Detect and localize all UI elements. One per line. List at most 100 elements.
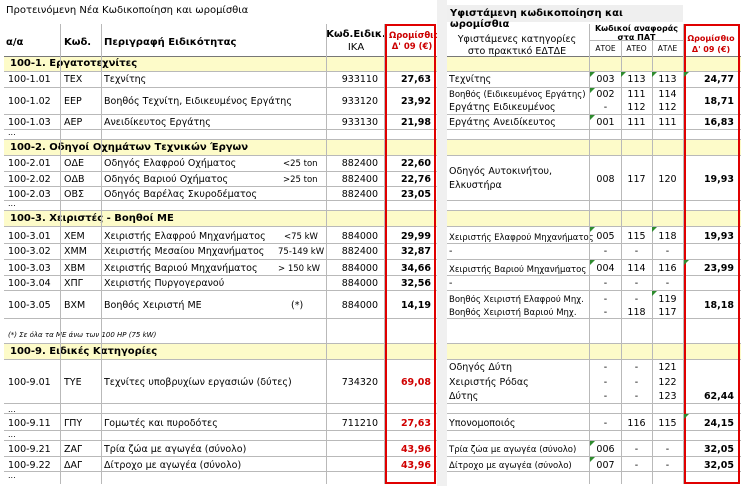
old-atoe: - <box>603 377 608 388</box>
header-aa: α/α <box>6 37 24 48</box>
right-band <box>447 57 741 71</box>
row-wage: 14,19 <box>400 300 431 311</box>
old-ateo: 112 <box>627 102 646 113</box>
comment-flag-icon <box>684 72 689 77</box>
old-category: Τρία ζώα με αγωγέα (σύνολο) <box>449 445 577 455</box>
old-wage: 18,18 <box>703 300 734 311</box>
row-wage: 22,60 <box>400 158 431 169</box>
old-atoe: - <box>603 246 608 257</box>
row-ika: 711210 <box>341 418 378 429</box>
old-wage: 16,83 <box>703 117 734 128</box>
header-description: Περιγραφή Ειδικότητας <box>104 37 237 48</box>
row-ika: 882400 <box>341 158 378 169</box>
comment-flag-icon <box>590 115 595 120</box>
row-code: ΧΕΜ <box>64 231 85 242</box>
row-desc: Χειριστής Ελαφρού Μηχανήματος <box>104 231 266 242</box>
row-aa: 100-2.01 <box>8 158 51 169</box>
old-ateo: 116 <box>627 418 646 429</box>
table-separator <box>437 0 447 486</box>
row-desc: Δίτροχο με αγωγέα (σύνολο) <box>104 460 242 471</box>
row-aa: 100-1.01 <box>8 74 51 85</box>
row-code: ΔΑΓ <box>64 460 83 471</box>
comment-flag-icon <box>621 72 626 77</box>
wage-column-highlight <box>385 24 436 484</box>
old-category: Εργάτης Ειδικευμένος <box>449 102 556 113</box>
old-atle: 111 <box>658 117 677 128</box>
row-desc: Τεχνίτες υποβρυχίων εργασιών (δύτες) <box>104 377 292 388</box>
row-aa: 100-9.22 <box>8 460 51 471</box>
header-wage-line2: Δ' 09 (€) <box>391 42 433 52</box>
header-ika-line2: ΙΚΑ <box>347 42 365 53</box>
row-aa: 100-1.02 <box>8 96 51 107</box>
old-atle: 121 <box>658 362 677 373</box>
old-wage: 23,99 <box>703 263 734 274</box>
old-category: - <box>449 246 453 257</box>
old-atle: - <box>665 444 670 455</box>
old-ateo: 117 <box>627 174 646 185</box>
old-atle: 113 <box>658 74 677 85</box>
row-aa: 100-9.21 <box>8 444 51 455</box>
old-atoe: 001 <box>596 117 615 128</box>
row-ika: 933130 <box>341 117 378 128</box>
row-desc: Βοηθός Τεχνίτη, Ειδικευμένος Εργάτης <box>104 96 292 107</box>
row-ika: 933120 <box>341 96 378 107</box>
header-atle: ΑΤΛΕ <box>657 44 678 53</box>
header-atoe: ΑΤΟΕ <box>595 44 616 53</box>
old-category: Βοηθός Χειριστή Ελαφρού Μηχ. <box>449 295 584 305</box>
old-wage: 19,93 <box>703 174 734 185</box>
row-desc: Τρία ζώα με αγωγέα (σύνολο) <box>104 444 247 455</box>
row-aa: 100-3.01 <box>8 231 51 242</box>
old-ateo: - <box>634 246 639 257</box>
row-desc: Οδηγός Βαριού Οχήματος <box>104 174 229 185</box>
row-wage: 22,76 <box>400 174 431 185</box>
row-desc: Τεχνίτης <box>104 74 147 85</box>
right-band <box>447 211 741 226</box>
right-band <box>447 140 741 155</box>
old-wage: 32,05 <box>703 444 734 455</box>
row-spec: >25 ton <box>283 175 318 185</box>
row-aa: 100-2.02 <box>8 174 51 185</box>
old-ateo: - <box>634 460 639 471</box>
comment-flag-icon <box>590 72 595 77</box>
dots: ... <box>8 471 16 480</box>
old-atle: 114 <box>658 89 677 100</box>
dots: ... <box>8 199 16 208</box>
row-aa: 100-3.02 <box>8 246 51 257</box>
header-category-line2: στο πρακτικό ΕΔΤΔΕ <box>467 46 567 57</box>
row-wage: 23,05 <box>400 189 431 200</box>
comment-flag-icon <box>652 291 657 296</box>
row-code: ΤΥΕ <box>64 377 82 388</box>
row-code: ΕΕΡ <box>64 96 82 107</box>
old-ateo: 111 <box>627 117 646 128</box>
row-spec: <25 ton <box>283 159 318 169</box>
old-atle: 112 <box>658 102 677 113</box>
old-ateo: 113 <box>627 74 646 85</box>
row-desc: Οδηγός Ελαφρού Οχήματος <box>104 158 237 169</box>
old-category: Δίτροχο με αγωγέα (σύνολο) <box>449 461 572 471</box>
footnote: (*) Σε όλα τα ΜΕ άνω των 100 HP (75 kW) <box>8 331 157 339</box>
old-atoe: 005 <box>596 231 615 242</box>
old-atoe: - <box>603 418 608 429</box>
old-category: Τεχνίτης <box>449 74 492 85</box>
row-aa: 100-3.05 <box>8 300 51 311</box>
comment-flag-icon <box>590 88 595 93</box>
row-aa: 100-1.03 <box>8 117 51 128</box>
old-category: Εργάτης Ανειδίκευτος <box>449 117 556 128</box>
old-wage: 32,05 <box>703 460 734 471</box>
old-wage: 19,93 <box>703 231 734 242</box>
old-category: - <box>449 278 453 289</box>
old-ateo: - <box>634 294 639 305</box>
row-aa: 100-3.04 <box>8 278 51 289</box>
old-atoe: - <box>603 391 608 402</box>
old-atle: - <box>665 246 670 257</box>
row-code: ΧΜΜ <box>64 246 87 257</box>
right-band <box>447 344 741 359</box>
old-wage: 18,71 <box>703 96 734 107</box>
header-ref-line2: στα ΠΑΤ <box>617 33 656 42</box>
row-spec: > 150 kW <box>278 264 321 274</box>
old-atoe: 003 <box>596 74 615 85</box>
header-code: Κωδ. <box>64 37 92 48</box>
old-atle: - <box>665 278 670 289</box>
old-atle: 118 <box>658 231 677 242</box>
row-ika: 884000 <box>341 300 378 311</box>
